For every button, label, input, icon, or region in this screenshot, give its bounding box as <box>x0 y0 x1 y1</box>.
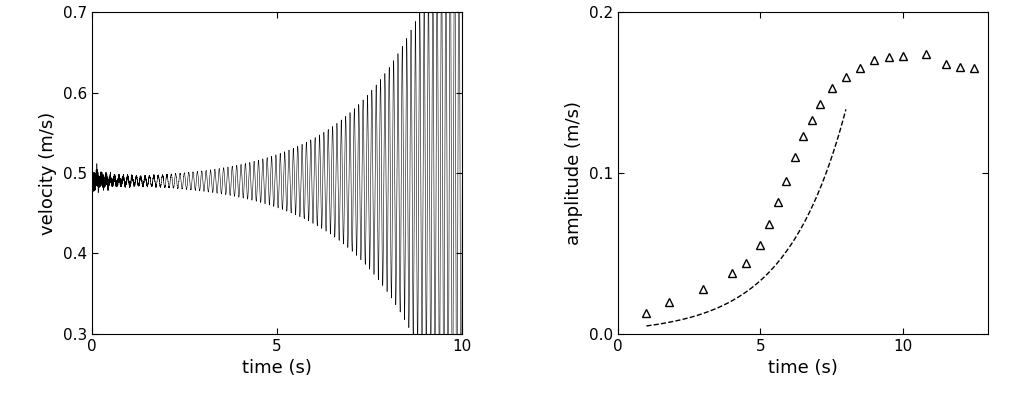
X-axis label: time (s): time (s) <box>768 359 838 377</box>
X-axis label: time (s): time (s) <box>243 359 312 377</box>
Y-axis label: velocity (m/s): velocity (m/s) <box>39 112 57 234</box>
Y-axis label: amplitude (m/s): amplitude (m/s) <box>566 101 583 245</box>
